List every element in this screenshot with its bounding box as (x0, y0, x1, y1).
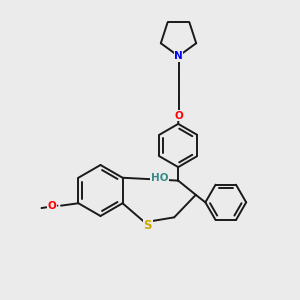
Text: O: O (174, 110, 183, 121)
Text: N: N (174, 51, 183, 61)
Text: O: O (48, 201, 56, 211)
Text: HO: HO (151, 172, 168, 183)
Text: S: S (143, 219, 152, 232)
